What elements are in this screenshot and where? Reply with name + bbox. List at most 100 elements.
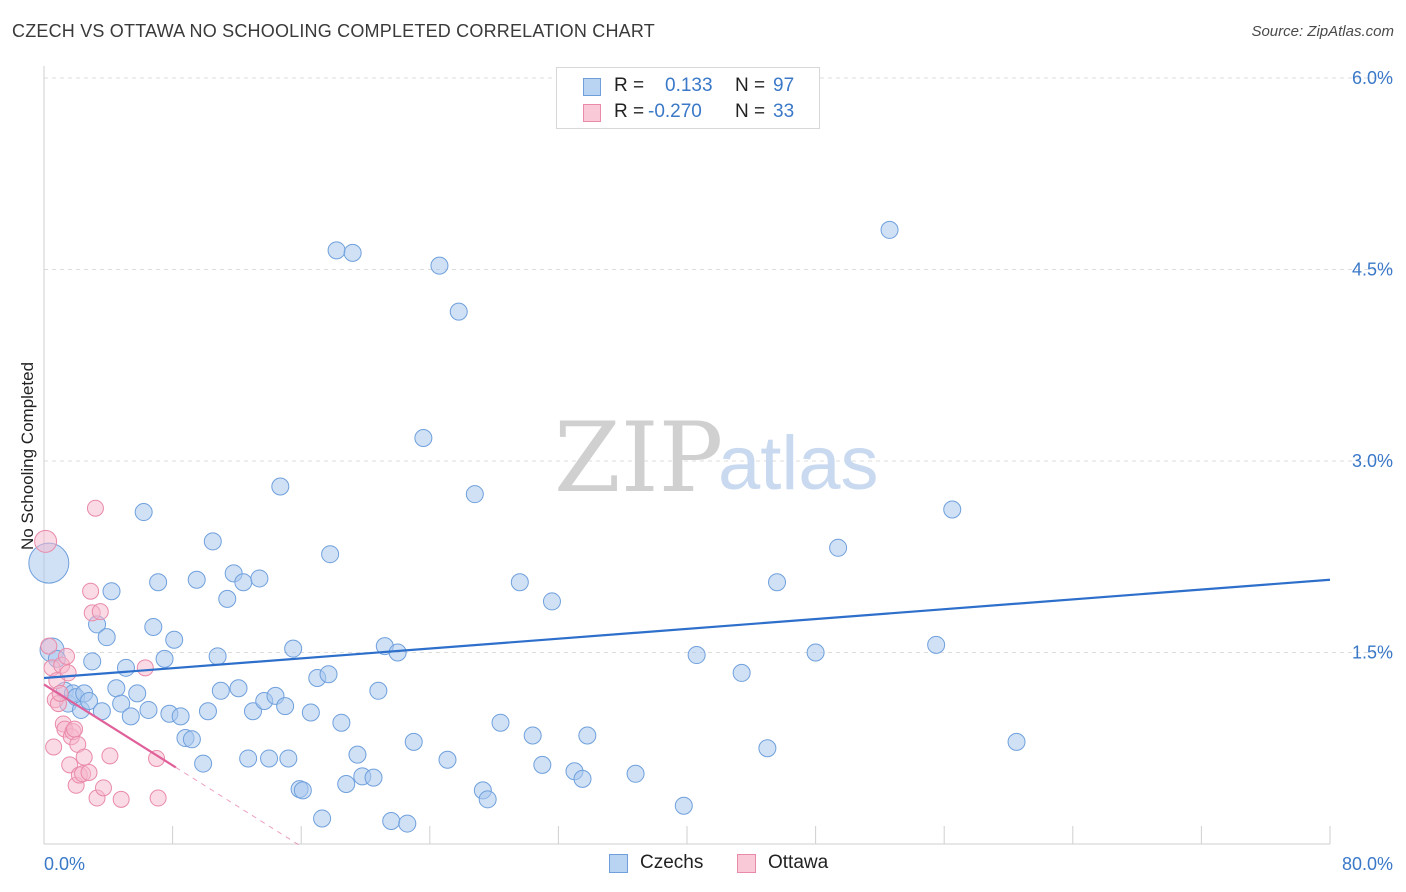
czech-point [276,697,295,716]
czech-point [165,630,184,649]
ottawa-point [59,664,77,682]
czech-point [319,665,338,684]
ottawa-point [80,764,98,782]
ottawa-trend-extension [175,766,302,847]
watermark-zip: ZIP [554,402,723,514]
ottawa-trend-line [43,683,177,769]
czechs-legend-label: Czechs [640,852,704,873]
czech-point [187,570,206,589]
czech-point [121,707,140,726]
czech-point [880,220,899,239]
czech-point [279,749,298,768]
czech-point [234,573,253,592]
ottawa-legend-swatch [737,854,756,873]
czech-trend-line [43,578,1331,680]
czech-point [927,635,946,654]
ottawa-point [40,637,58,655]
czech-point [229,679,248,698]
czech-point [203,532,222,551]
legend-row-czechs: R = 0.133 N = 97 [557,75,819,101]
czech-point [414,429,433,448]
czech-point [80,692,99,711]
ottawa-swatch [583,104,601,122]
czech-point [171,707,190,726]
legend-row-ottawa: R = -0.270 N = 33 [557,101,819,127]
czech-point [293,781,312,800]
czech-point [144,617,163,636]
czech-point [332,713,351,732]
x-tick-label: 0.0% [44,854,85,874]
y-tick-label: 3.0% [1352,451,1393,471]
czech-point [83,652,102,671]
czech-point [398,814,417,833]
czech-point [438,750,457,769]
czech-point [465,485,484,504]
ottawa-point [91,603,109,621]
chart-title: CZECH VS OTTAWA NO SCHOOLING COMPLETED C… [12,21,655,41]
r-label: R = [614,101,645,122]
correlation-legend: R = 0.133 N = 97 R = -0.270 N = 33 [556,67,820,129]
ottawa-point [148,749,166,767]
czech-point [116,658,135,677]
czech-swatch [583,78,601,96]
axes [43,66,1331,845]
ottawa-legend-label: Ottawa [768,852,829,873]
czech-point [211,681,230,700]
grid-lines [44,77,1392,653]
czech-point [533,755,552,774]
czech-point [510,573,529,592]
czech-point [337,774,356,793]
ottawa-point [58,647,76,665]
n-label: N = [735,75,766,96]
czech-point [97,628,116,647]
czech-point [155,649,174,668]
ottawa-point [75,748,93,766]
czech-point [198,702,217,721]
r-value: 0.133 [665,75,713,96]
n-value: 33 [773,101,795,122]
czech-point [578,726,597,745]
r-value: -0.270 [648,101,702,122]
source-label: Source: ZipAtlas.com [1251,23,1394,40]
czech-point [321,545,340,564]
czech-point [194,754,213,773]
ottawa-point [94,779,112,797]
czech-point [369,681,388,700]
czech-point [573,769,592,788]
ottawa-point [86,499,104,517]
ottawa-point [34,529,58,553]
czech-points [28,220,1026,833]
watermark: ZIP atlas [554,402,879,514]
y-tick-label: 6.0% [1352,68,1393,88]
czech-point [128,684,147,703]
czech-point [102,582,121,601]
x-tick-label: 80.0% [1342,854,1393,874]
n-value: 97 [773,75,795,96]
czech-point [313,809,332,828]
ottawa-point [112,790,130,808]
czech-point [271,477,290,496]
x-tick-labels: 0.0% 80.0% [44,854,1393,874]
r-label: R = [614,75,645,96]
series-legend: Czechs Ottawa [0,852,1406,876]
czech-point [687,646,706,665]
y-tick-labels: 1.5% 3.0% 4.5% 6.0% [1352,68,1393,663]
czech-point [626,764,645,783]
ottawa-point [82,582,100,600]
czech-point [491,713,510,732]
czech-point [1007,732,1026,751]
czech-point [430,256,449,275]
czech-point [348,745,367,764]
czech-point [542,592,561,611]
ottawa-point [149,789,167,807]
czech-point [218,589,237,608]
czech-point [112,694,131,713]
czech-point [301,703,320,722]
czech-point [149,573,168,592]
czech-point [523,726,542,745]
ottawa-point [45,738,63,756]
czech-point [943,500,962,519]
czech-point [134,503,153,522]
czech-point [732,663,751,682]
czech-point [243,702,262,721]
